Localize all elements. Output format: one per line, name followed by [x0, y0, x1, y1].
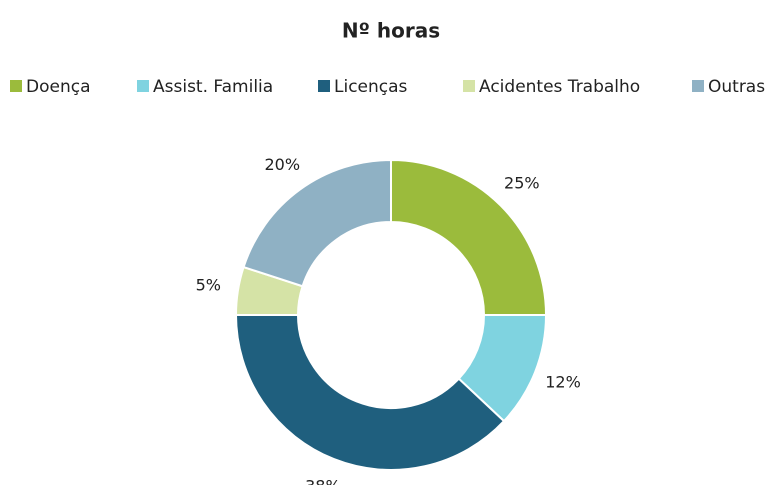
legend-swatch: [463, 80, 475, 92]
legend-swatch: [692, 80, 704, 92]
legend-label: Acidentes Trabalho: [479, 77, 640, 97]
legend-label: Licenças: [334, 77, 408, 97]
donut-slice: [242, 158, 392, 288]
legend-swatch: [10, 80, 22, 92]
data-label: 20%: [264, 155, 300, 174]
legend-label: Outras: [708, 77, 765, 97]
data-label: 25%: [504, 174, 540, 193]
donut-slice: [234, 314, 506, 471]
donut-slice: [390, 158, 548, 316]
legend-swatch: [318, 80, 330, 92]
data-label: 38%: [305, 477, 341, 485]
legend-label: Doença: [26, 77, 91, 97]
data-label: 5%: [196, 276, 221, 295]
data-label: 12%: [545, 373, 581, 392]
chart-title: Nº horas: [342, 19, 440, 43]
legend-label: Assist. Familia: [153, 77, 273, 97]
legend-swatch: [137, 80, 149, 92]
